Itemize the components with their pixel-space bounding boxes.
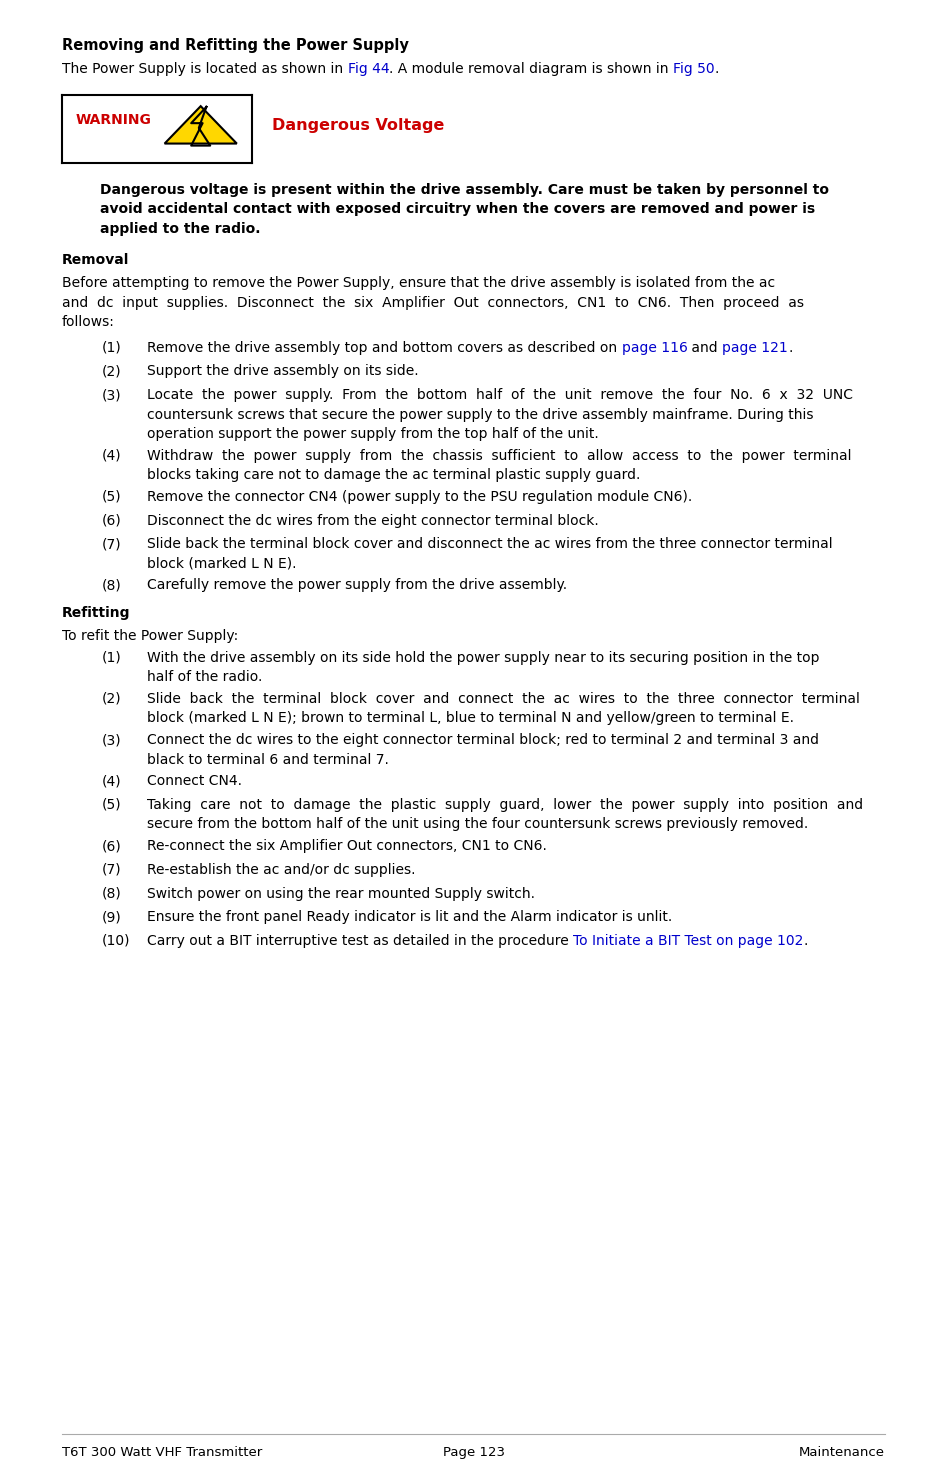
Text: countersunk screws that secure the power supply to the drive assembly mainframe.: countersunk screws that secure the power… [147,408,813,421]
Text: Remove the drive assembly top and bottom covers as described on: Remove the drive assembly top and bottom… [147,341,621,355]
Text: To refit the Power Supply:: To refit the Power Supply: [62,629,239,643]
Text: .: . [788,341,793,355]
Text: page 121: page 121 [723,341,788,355]
Text: (9): (9) [102,910,122,925]
Text: Dangerous voltage is present within the drive assembly. Care must be taken by pe: Dangerous voltage is present within the … [100,183,829,196]
Text: (1): (1) [102,651,122,665]
Text: Removing and Refitting the Power Supply: Removing and Refitting the Power Supply [62,39,409,53]
Text: (8): (8) [102,886,122,901]
Text: and: and [688,341,723,355]
Text: . A module removal diagram is shown in: . A module removal diagram is shown in [389,61,673,76]
Text: Withdraw  the  power  supply  from  the  chassis  sufficient  to  allow  access : Withdraw the power supply from the chass… [147,448,851,463]
Text: Before attempting to remove the Power Supply, ensure that the drive assembly is : Before attempting to remove the Power Su… [62,276,776,291]
Text: Remove the connector CN4 (power supply to the PSU regulation module CN6).: Remove the connector CN4 (power supply t… [147,490,692,505]
Text: With the drive assembly on its side hold the power supply near to its securing p: With the drive assembly on its side hold… [147,651,819,665]
Text: (3): (3) [102,389,121,402]
Text: half of the radio.: half of the radio. [147,671,262,684]
Text: and  dc  input  supplies.  Disconnect  the  six  Amplifier  Out  connectors,  CN: and dc input supplies. Disconnect the si… [62,295,804,310]
Text: Disconnect the dc wires from the eight connector terminal block.: Disconnect the dc wires from the eight c… [147,513,599,528]
Text: operation support the power supply from the top half of the unit.: operation support the power supply from … [147,427,599,441]
Text: .: . [715,61,719,76]
Text: Maintenance: Maintenance [799,1445,885,1459]
Text: Taking  care  not  to  damage  the  plastic  supply  guard,  lower  the  power  : Taking care not to damage the plastic su… [147,798,863,812]
Text: (6): (6) [102,838,122,853]
Text: applied to the radio.: applied to the radio. [100,221,260,236]
Text: black to terminal 6 and terminal 7.: black to terminal 6 and terminal 7. [147,752,389,767]
Text: Removal: Removal [62,254,130,267]
Text: Slide back the terminal block cover and disconnect the ac wires from the three c: Slide back the terminal block cover and … [147,537,832,552]
Text: (4): (4) [102,448,121,463]
Text: WARNING: WARNING [76,113,152,128]
Text: .: . [803,933,808,948]
Text: (5): (5) [102,798,121,812]
Text: Locate  the  power  supply.  From  the  bottom  half  of  the  unit  remove  the: Locate the power supply. From the bottom… [147,389,853,402]
Text: (7): (7) [102,862,121,877]
Text: Dangerous Voltage: Dangerous Voltage [272,117,444,132]
Text: Slide  back  the  terminal  block  cover  and  connect  the  ac  wires  to  the : Slide back the terminal block cover and … [147,692,860,706]
Text: The Power Supply is located as shown in: The Power Supply is located as shown in [62,61,348,76]
Text: block (marked L N E); brown to terminal L, blue to terminal N and yellow/green t: block (marked L N E); brown to terminal … [147,711,794,726]
Polygon shape [165,107,237,144]
Text: page 116: page 116 [621,341,688,355]
Text: (10): (10) [102,933,131,948]
Text: (4): (4) [102,775,121,788]
Text: Page 123: Page 123 [442,1445,505,1459]
Text: Fig 44: Fig 44 [348,61,389,76]
Text: block (marked L N E).: block (marked L N E). [147,556,296,571]
Text: (1): (1) [102,341,122,355]
Text: Ensure the front panel Ready indicator is lit and the Alarm indicator is unlit.: Ensure the front panel Ready indicator i… [147,910,672,925]
Text: Switch power on using the rear mounted Supply switch.: Switch power on using the rear mounted S… [147,886,535,901]
Text: Carefully remove the power supply from the drive assembly.: Carefully remove the power supply from t… [147,579,567,592]
Text: (2): (2) [102,692,121,706]
Text: (7): (7) [102,537,121,552]
Text: follows:: follows: [62,315,115,329]
Text: (2): (2) [102,365,121,378]
Text: Refitting: Refitting [62,605,131,620]
Text: (3): (3) [102,733,121,746]
Text: Connect CN4.: Connect CN4. [147,775,242,788]
Text: Connect the dc wires to the eight connector terminal block; red to terminal 2 an: Connect the dc wires to the eight connec… [147,733,819,746]
Text: To Initiate a BIT Test on page 102: To Initiate a BIT Test on page 102 [573,933,803,948]
Text: T6T 300 Watt VHF Transmitter: T6T 300 Watt VHF Transmitter [62,1445,262,1459]
Text: Re-connect the six Amplifier Out connectors, CN1 to CN6.: Re-connect the six Amplifier Out connect… [147,838,546,853]
Text: Fig 50: Fig 50 [673,61,715,76]
Text: (5): (5) [102,490,121,505]
Text: Carry out a BIT interruptive test as detailed in the procedure: Carry out a BIT interruptive test as det… [147,933,573,948]
Text: secure from the bottom half of the unit using the four countersunk screws previo: secure from the bottom half of the unit … [147,818,808,831]
Text: blocks taking care not to damage the ac terminal plastic supply guard.: blocks taking care not to damage the ac … [147,469,640,482]
Text: Re-establish the ac and/or dc supplies.: Re-establish the ac and/or dc supplies. [147,862,416,877]
Text: Support the drive assembly on its side.: Support the drive assembly on its side. [147,365,419,378]
Text: (6): (6) [102,513,122,528]
Text: (8): (8) [102,579,122,592]
Text: avoid accidental contact with exposed circuitry when the covers are removed and : avoid accidental contact with exposed ci… [100,202,815,217]
